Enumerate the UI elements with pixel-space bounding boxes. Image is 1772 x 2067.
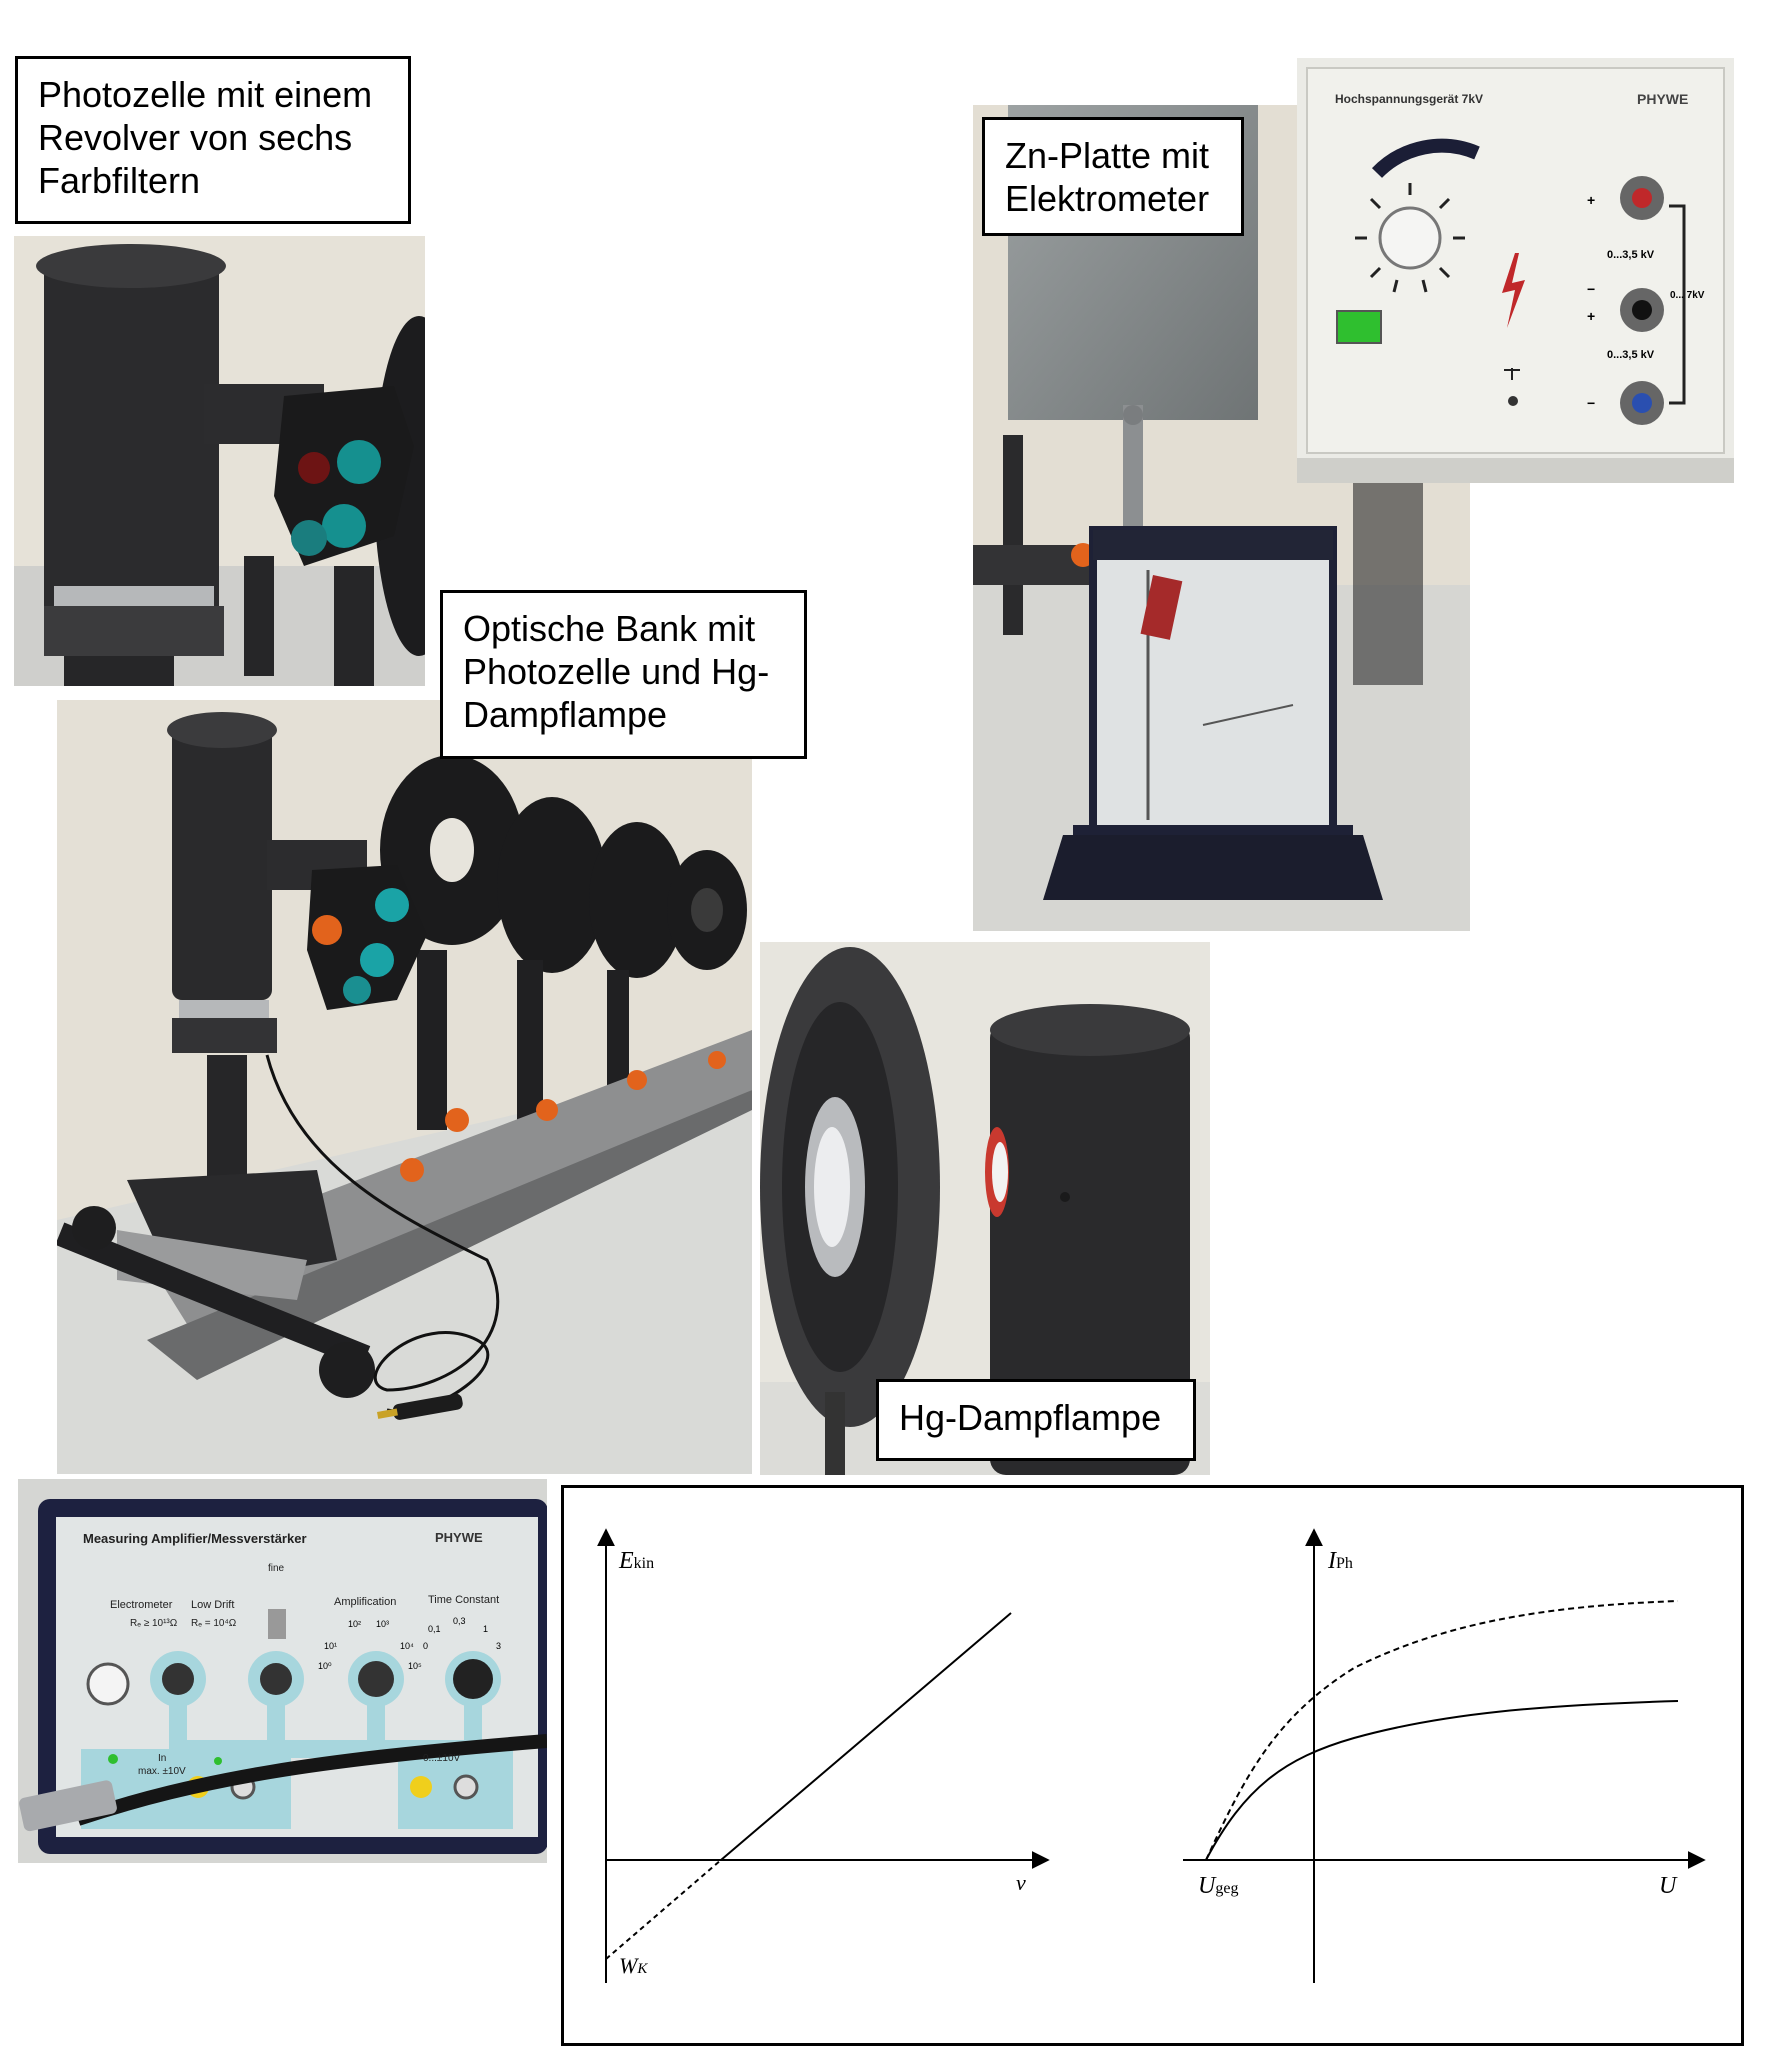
amp-amplification-label: Amplification — [334, 1596, 397, 1608]
amp-tick-1: 10¹ — [324, 1641, 338, 1651]
photo-optical-bench — [57, 700, 752, 1474]
amp-tick-3: 10³ — [376, 1619, 390, 1629]
hv-range2: 0...3,5 kV — [1607, 349, 1655, 361]
label-hg-lamp-line1: Hg-Dampflampe — [899, 1397, 1162, 1438]
right-ylabel: IPh — [1328, 1548, 1353, 1575]
hv-range-mid: 0... 7kV — [1670, 290, 1705, 301]
amp-tick-2: 10² — [348, 1619, 362, 1629]
right-curve-dashed — [1205, 1600, 1679, 1861]
amp-electrometer-r: Rₑ ≥ 10¹³Ω — [130, 1618, 178, 1629]
label-hg-lamp: Hg-Dampflampe — [876, 1379, 1196, 1461]
right-stop-voltage-label: Ugeg — [1198, 1873, 1238, 1900]
left-extrapolation-line — [605, 1859, 722, 1960]
photo-measuring-amplifier: Measuring Amplifier/Messverstärker PHYWE… — [18, 1479, 547, 1863]
hv-range1: 0...3,5 kV — [1607, 249, 1655, 261]
amp-tc-2: 0,3 — [453, 1616, 466, 1626]
amp-tc-3: 1 — [483, 1624, 489, 1634]
amp-tc-1: 0,1 — [428, 1624, 441, 1634]
amp-tick-4: 10⁴ — [400, 1641, 414, 1651]
physics-diagram: Ekin ν WK IPh Ugeg U — [561, 1485, 1744, 2046]
label-optical-bench-line1: Optische Bank mit — [463, 608, 756, 649]
label-photocell-line1: Photozelle mit einem — [38, 74, 373, 115]
amp-electrometer-label: Electrometer — [110, 1599, 173, 1611]
amp-brand: PHYWE — [435, 1530, 483, 1545]
amp-input-label: In — [158, 1753, 167, 1764]
left-intercept-sub: K — [637, 1961, 648, 1977]
hv-plus2: + — [1587, 308, 1596, 324]
right-ylabel-sub: Ph — [1336, 1555, 1353, 1572]
amp-output-label: 0...±10V — [423, 1753, 461, 1764]
amp-fine-label: fine — [268, 1563, 285, 1574]
amp-time-constant-label: Time Constant — [428, 1594, 500, 1606]
amp-input-max: max. ±10V — [138, 1766, 186, 1777]
left-intercept-main: W — [619, 1953, 638, 1978]
left-energy-line — [720, 1612, 1012, 1861]
amp-tick-5: 10⁵ — [408, 1661, 422, 1671]
label-photocell: Photozelle mit einem Revolver von sechs … — [15, 56, 411, 224]
photo-hv-supply: Hochspannungsgerät 7kV PHYWE + 0...3,5 k… — [1297, 58, 1734, 483]
hv-plus1: + — [1587, 192, 1596, 208]
left-xlabel: ν — [1016, 1870, 1026, 1895]
label-photocell-line2: Revolver von sechs — [38, 117, 353, 158]
photo-photocell — [14, 236, 425, 686]
left-ylabel-main: E — [619, 1548, 634, 1574]
hv-minus2: − — [1587, 395, 1596, 411]
diagram-svg — [597, 1528, 1706, 1983]
hv-minus1: − — [1587, 281, 1596, 297]
label-zn-plate-line2: Elektrometer — [1005, 178, 1210, 219]
amp-title: Measuring Amplifier/Messverstärker — [83, 1531, 307, 1546]
right-curve-solid — [1205, 1700, 1679, 1861]
left-ylabel-sub: kin — [633, 1555, 655, 1572]
amp-tc-0: 0 — [423, 1641, 429, 1651]
right-stop-voltage-main: U — [1198, 1873, 1216, 1899]
amp-low-drift-r: Rₑ = 10⁴Ω — [191, 1618, 237, 1629]
left-ylabel: Ekin — [619, 1548, 654, 1575]
label-zn-plate: Zn-Platte mit Elektrometer — [982, 117, 1244, 236]
label-zn-plate-line1: Zn-Platte mit — [1005, 135, 1210, 176]
amp-tick-6: 10⁰ — [318, 1661, 332, 1671]
label-photocell-line3: Farbfiltern — [38, 160, 201, 201]
label-optical-bench-line2: Photozelle und Hg- — [463, 651, 770, 692]
right-stop-voltage-sub: geg — [1215, 1880, 1239, 1897]
hv-title: Hochspannungsgerät 7kV — [1335, 92, 1484, 106]
left-intercept-label: WK — [619, 1953, 647, 1979]
amp-low-drift-label: Low Drift — [191, 1599, 235, 1611]
hv-brand: PHYWE — [1637, 91, 1689, 107]
amp-tc-4: 3 — [496, 1641, 502, 1651]
right-xlabel: U — [1659, 1873, 1677, 1899]
label-optical-bench: Optische Bank mit Photozelle und Hg- Dam… — [440, 590, 807, 759]
right-ylabel-main: I — [1328, 1548, 1336, 1574]
label-optical-bench-line3: Dampflampe — [463, 694, 668, 735]
